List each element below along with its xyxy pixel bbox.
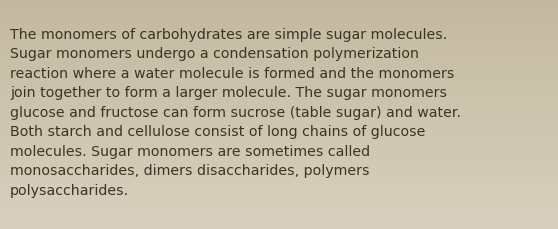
Text: The monomers of carbohydrates are simple sugar molecules.
Sugar monomers undergo: The monomers of carbohydrates are simple… [10,27,461,197]
